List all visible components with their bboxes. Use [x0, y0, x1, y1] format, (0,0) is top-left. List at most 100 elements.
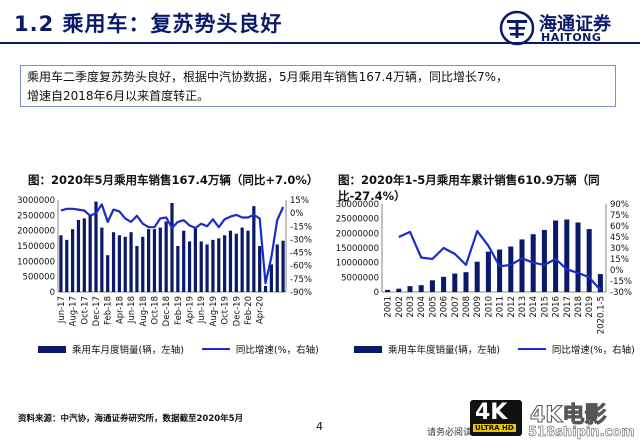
chart2-x-tick-label: 2018	[574, 296, 584, 318]
page-title: 1.2 乘用车：复苏势头良好	[14, 12, 283, 36]
chart2-left-tick-label: 30000000	[336, 200, 379, 210]
read-disclaimer: 请务必阅读	[427, 428, 473, 438]
chart2-x-tick-label: 2002	[395, 296, 405, 318]
chart2-legend-bar-label: 乘用车年度销量(辆，左轴)	[388, 345, 500, 356]
chart1-bar	[141, 236, 145, 292]
chart2-right-tick-label: 0%	[610, 266, 624, 276]
chart2-x-tick-label: 2016	[552, 296, 562, 318]
chart2-x-tick-label: 2010	[484, 296, 494, 318]
chart2-x-tick-label: 2011	[496, 296, 506, 318]
chart1-x-tick-label: Feb-20	[244, 296, 254, 325]
chart2-left-tick-label: 20000000	[336, 229, 379, 239]
watermark-cn-text: 4K电影	[529, 403, 607, 429]
chart1-x-tick-label: Apr-18	[115, 296, 125, 324]
chart1-bar	[217, 238, 221, 292]
chart2-x-tick-label: 2020.1-5	[596, 296, 606, 334]
chart2-bar	[441, 276, 447, 292]
chart2-x-tick-label: 2005	[428, 296, 438, 318]
chart2-left-tick-label: 25000000	[336, 215, 379, 225]
chart1-right-tick-label: -15%	[290, 222, 312, 232]
chart1-yoy-line	[60, 203, 285, 285]
chart1-x-tick-label: Jun-17	[57, 296, 67, 324]
chart1-x-tick-label: Dec-19	[232, 296, 242, 326]
chart2-bar	[463, 272, 469, 292]
chart1-bar	[111, 232, 116, 292]
chart1-right-tick-label: -45%	[290, 249, 312, 259]
watermark: 4K ULTRA HD 4K电影 518shipin.com	[470, 397, 640, 442]
chart1-right-tick-label: 0%	[290, 209, 304, 219]
logo-text-cn: 海通证券	[539, 14, 611, 35]
chart2-left-tick-label: 5000000	[341, 273, 379, 283]
chart1-legend-line-label: 同比增速(%，右轴)	[235, 345, 319, 356]
chart2-x-tick-label: 2019	[585, 296, 595, 318]
chart1-bar	[193, 227, 197, 292]
chart2-x-tick-label: 2012	[507, 296, 517, 318]
chart1-bar	[164, 221, 168, 292]
chart1-bar	[100, 227, 104, 292]
chart1-bar	[147, 229, 151, 292]
chart2-x-tick-label: 2013	[518, 296, 528, 318]
summary-line-1: 乘用车二季度复苏势头良好，根据中汽协数据，5月乘用车销售167.4万辆，同比增长…	[27, 70, 509, 84]
chart1-x-tick-label: Apr-20	[256, 296, 266, 324]
chart1-bar	[65, 239, 69, 292]
chart2-right-tick-label: 15%	[610, 255, 629, 265]
chart2-x-tick-label: 2015	[540, 296, 550, 318]
chart1-bar	[176, 246, 180, 292]
monthly-sales-chart: 0 500000 1000000 1500000 2000000 2500000 30000…	[17, 196, 312, 326]
chart2-bar	[385, 289, 391, 292]
chart1-bar	[228, 230, 233, 292]
watermark-4k-box: 4K ULTRA HD	[470, 400, 522, 436]
chart1-bar	[82, 218, 86, 292]
chart1-bar	[281, 240, 285, 292]
chart1-bar	[269, 264, 273, 292]
chart2-x-tick-label: 2003	[406, 296, 416, 318]
chart1-left-tick-label: 500000	[23, 273, 55, 283]
chart2-bar	[519, 239, 525, 292]
chart2-left-tick-label: 15000000	[336, 244, 379, 254]
chart2-right-tick-label: -30%	[610, 288, 632, 298]
chart1-bar	[240, 227, 244, 292]
chart1-bar	[199, 241, 203, 292]
chart2-right-tick-label: 45%	[610, 233, 629, 243]
chart2-legend-line-label: 同比增速(%，右轴)	[551, 345, 635, 356]
chart1-bar	[94, 201, 98, 292]
chart1-title: 图：2020年5月乘用车销售167.4万辆（同比+7.0%）	[28, 173, 319, 187]
chart2-yoy-line	[398, 230, 602, 291]
chart1-bar	[187, 241, 192, 292]
chart1-right-tick-label: -60%	[290, 262, 312, 272]
chart1-bar	[263, 285, 268, 292]
chart1-x-tick-label: Oct-17	[80, 296, 90, 325]
chart1-x-tick-label: Dec-17	[92, 296, 102, 326]
chart1-left-tick-label: 3000000	[17, 196, 55, 206]
chart1-x-tick-label: Aug-19	[209, 296, 219, 326]
chart1-x-tick-label: Oct-18	[150, 296, 160, 325]
source-note: 资料来源：中汽协，海通证券研究所，数据截至2020年5月	[18, 414, 244, 424]
chart1-x-tick-label: Dec-18	[162, 296, 172, 326]
chart2-bar	[564, 219, 570, 292]
chart1-bar	[88, 215, 92, 292]
chart1-bar	[117, 235, 121, 292]
chart2-left-tick-label: 0	[374, 288, 379, 298]
chart2-bar	[452, 273, 458, 292]
chart1-x-tick-label: Oct-19	[221, 296, 231, 325]
chart1-x-tick-label: Feb-18	[104, 296, 114, 325]
chart2-bar	[597, 274, 603, 292]
chart1-right-tick-label: -30%	[290, 235, 312, 245]
chart1-bar	[170, 203, 174, 292]
watermark-url-text: 518shipin.com	[528, 425, 635, 441]
chart1-left-tick-label: 2500000	[17, 211, 55, 221]
chart1-bar	[211, 239, 215, 292]
chart2-bar	[575, 222, 581, 292]
chart2-bar	[485, 251, 491, 292]
legend-line-swatch	[517, 348, 546, 350]
chart1-bar	[252, 206, 256, 292]
legend-bar-swatch	[38, 345, 66, 353]
chart1-bar	[152, 229, 157, 292]
chart1-bar	[106, 255, 110, 292]
chart1-legend-bar-label: 乘用车月度销量(辆，左轴)	[72, 345, 184, 356]
chart2-x-tick-label: 2009	[473, 296, 483, 318]
chart2-title: 图：2020年1-5月乘用车累计销售610.9万辆（同比-27.4%）	[338, 173, 600, 203]
chart1-right-tick-label: 15%	[290, 196, 309, 206]
title-divider	[0, 42, 640, 44]
chart1-bar	[135, 246, 139, 292]
